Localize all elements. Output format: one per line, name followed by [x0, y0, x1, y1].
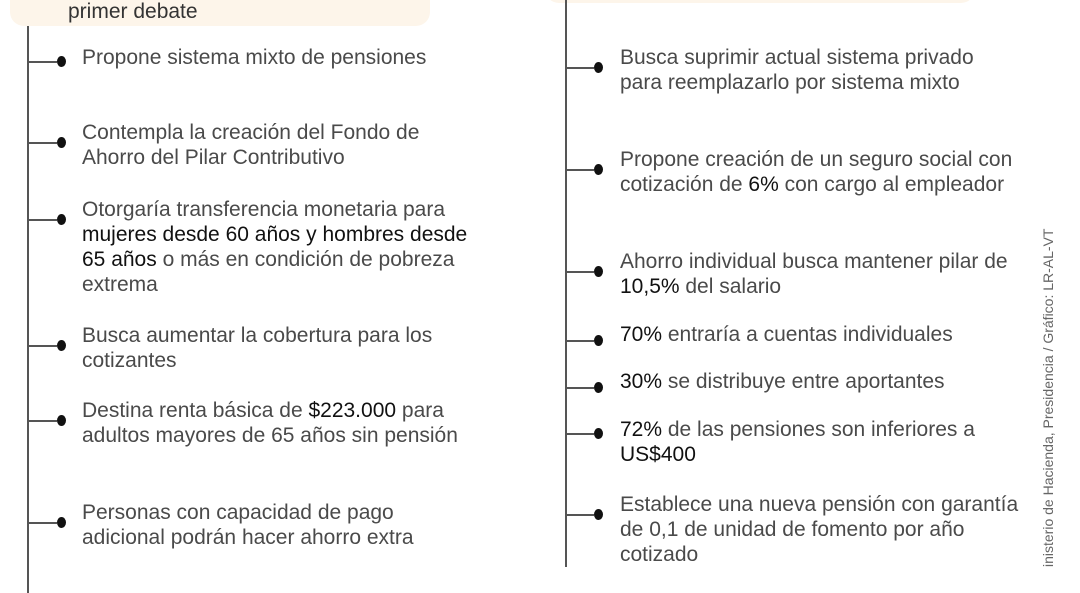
highlight-text: 6%	[748, 173, 779, 196]
left-list-item: Otorgaría transferencia monetaria para m…	[82, 197, 472, 297]
connector-line	[565, 67, 594, 69]
right-list-item: 70% entraría a cuentas individuales	[620, 322, 1020, 347]
connector-line	[27, 219, 57, 221]
highlight-text: mujeres desde 60 años y hombres desde 65…	[82, 223, 468, 271]
bullet-dot-icon	[57, 137, 66, 148]
bullet-dot-icon	[594, 62, 603, 73]
item-text: Busca aumentar la cobertura para los cot…	[82, 324, 433, 372]
bullet-dot-icon	[594, 266, 603, 277]
left-list-item: Propone sistema mixto de pensiones	[82, 45, 472, 70]
item-text: Establece una nueva pensión con garantía…	[620, 493, 1019, 566]
connector-line	[27, 142, 57, 144]
bullet-dot-icon	[594, 382, 603, 393]
bullet-dot-icon	[57, 214, 66, 225]
right-list-item: Establece una nueva pensión con garantía…	[620, 492, 1020, 567]
highlight-text: 10,5%	[620, 275, 680, 298]
connector-line	[27, 420, 57, 422]
bullet-dot-icon	[594, 164, 603, 175]
connector-line	[565, 271, 594, 273]
right-list-item: Propone creación de un seguro social con…	[620, 147, 1020, 197]
highlight-text: 70%	[620, 323, 663, 346]
item-text: con cargo al empleador	[778, 173, 1005, 196]
item-text: Personas con capacidad de pago adicional…	[82, 501, 414, 549]
connector-line	[565, 169, 594, 171]
bullet-dot-icon	[594, 509, 603, 520]
item-text: de las pensiones son inferiores a	[662, 418, 975, 441]
bullet-dot-icon	[594, 428, 603, 439]
left-list-item: Busca aumentar la cobertura para los cot…	[82, 323, 472, 373]
left-list-item: Destina renta básica de $223.000 para ad…	[82, 398, 472, 448]
item-text: o más en condición de pobreza extrema	[82, 248, 455, 296]
right-header-box	[545, 0, 975, 3]
connector-line	[27, 61, 57, 63]
connector-line	[27, 345, 57, 347]
left-header-box: primer debate	[10, 0, 430, 26]
connector-line	[565, 433, 594, 435]
item-text: Contempla la creación del Fondo de Ahorr…	[82, 121, 420, 169]
left-timeline-line	[27, 26, 29, 593]
right-list-item: Ahorro individual busca mantener pilar d…	[620, 249, 1020, 299]
highlight-text: 30%	[620, 370, 663, 393]
item-text: Destina renta básica de	[82, 399, 309, 422]
left-header-text: primer debate	[68, 0, 198, 23]
bullet-dot-icon	[57, 340, 66, 351]
item-text: para adultos mayores de 65 años sin pens…	[82, 399, 458, 447]
connector-line	[27, 522, 57, 524]
connector-line	[565, 340, 594, 342]
item-text: Busca suprimir actual sistema privado pa…	[620, 46, 974, 94]
item-text: Otorgaría transferencia monetaria para	[82, 198, 446, 221]
left-list-item: Contempla la creación del Fondo de Ahorr…	[82, 120, 472, 170]
bullet-dot-icon	[594, 335, 603, 346]
left-list-item: Personas con capacidad de pago adicional…	[82, 500, 472, 550]
highlight-text: $223.000	[308, 399, 397, 422]
connector-line	[565, 514, 594, 516]
right-timeline-line	[565, 0, 567, 567]
highlight-text: US$400	[620, 443, 696, 466]
bullet-dot-icon	[57, 517, 66, 528]
right-list-item: 30% se distribuye entre aportantes	[620, 369, 1020, 394]
item-text: entraría a cuentas individuales	[662, 323, 953, 346]
right-list-item: 72% de las pensiones son inferiores a US…	[620, 417, 1020, 467]
right-list-item: Busca suprimir actual sistema privado pa…	[620, 45, 1020, 95]
bullet-dot-icon	[57, 415, 66, 426]
item-text: del salario	[679, 275, 782, 298]
item-text: Propone sistema mixto de pensiones	[82, 46, 427, 69]
item-text: Ahorro individual busca mantener pilar d…	[620, 250, 1008, 273]
highlight-text: 72%	[620, 418, 663, 441]
bullet-dot-icon	[57, 56, 66, 67]
connector-line	[565, 387, 594, 389]
source-credit: inisterio de Hacienda, Presidencia / Grá…	[1040, 228, 1056, 567]
item-text: Propone creación de un seguro social con…	[620, 148, 1013, 196]
item-text: se distribuye entre aportantes	[662, 370, 945, 393]
